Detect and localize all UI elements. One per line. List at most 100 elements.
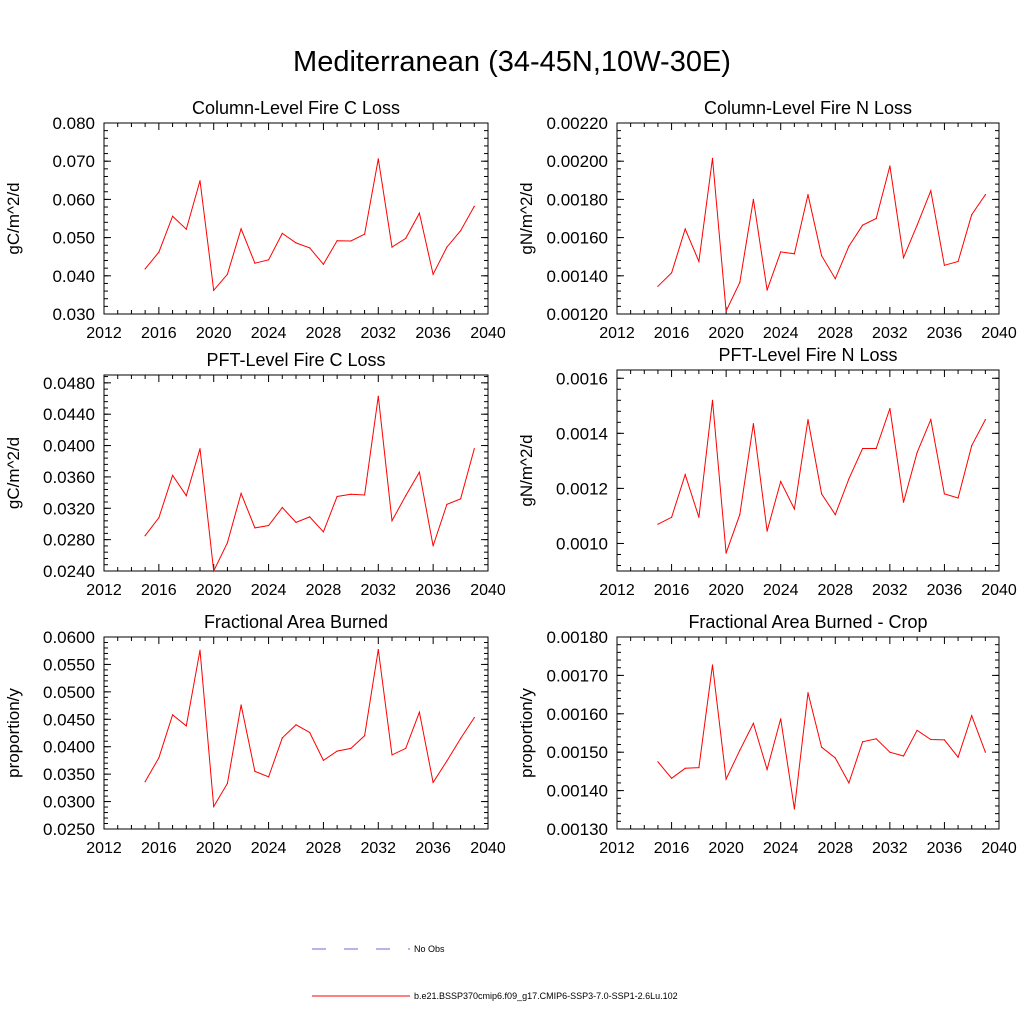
legend-series-label: b.e21.BSSP370cmip6.f09_g17.CMIP6-SSP3-7.… — [414, 991, 678, 1001]
data-point — [916, 224, 918, 226]
x-tick-label: 2040 — [981, 325, 1017, 342]
data-point — [281, 506, 283, 509]
data-point — [889, 165, 891, 167]
x-tick-label: 2032 — [872, 840, 908, 857]
data-point — [889, 407, 891, 410]
data-point — [144, 268, 146, 270]
data-point — [295, 724, 297, 726]
data-point — [309, 247, 311, 249]
y-axis-label: proportion/y — [517, 688, 536, 778]
y-tick-label: 0.00160 — [547, 229, 608, 248]
data-point — [739, 281, 741, 284]
x-tick-label: 2032 — [360, 325, 396, 342]
data-point — [957, 260, 959, 263]
data-point — [446, 246, 448, 248]
data-point — [889, 751, 891, 753]
data-point — [875, 447, 877, 450]
y-tick-label: 0.00170 — [547, 666, 608, 685]
x-tick-label: 2012 — [599, 582, 635, 599]
data-point — [254, 527, 256, 529]
data-point — [711, 157, 714, 159]
data-point — [144, 535, 146, 537]
y-tick-label: 0.0550 — [43, 655, 95, 674]
y-axis-label: gC/m^2/d — [4, 182, 23, 254]
y-tick-label: 0.0480 — [43, 374, 95, 393]
data-point — [834, 278, 836, 280]
plot-frame — [103, 374, 489, 572]
series-line — [144, 396, 475, 573]
data-point — [902, 257, 905, 259]
x-tick-label: 2032 — [360, 840, 396, 857]
data-point — [240, 704, 242, 706]
x-tick-label: 2012 — [86, 325, 122, 342]
data-point — [793, 253, 796, 255]
data-point — [446, 503, 448, 505]
x-tick-label: 2024 — [251, 325, 287, 342]
data-point — [418, 212, 420, 214]
data-point — [405, 495, 407, 497]
x-tick-label: 2032 — [360, 582, 396, 599]
x-tick-label: 2040 — [470, 325, 506, 342]
data-point — [766, 530, 768, 532]
x-tick-label: 2016 — [141, 582, 177, 599]
y-tick-label: 0.0450 — [43, 710, 95, 729]
panel-title: Fractional Area Burned - Crop — [688, 612, 927, 632]
data-point — [684, 767, 686, 769]
y-tick-label: 0.0300 — [43, 793, 95, 812]
data-point — [405, 747, 407, 750]
x-tick-label: 2028 — [817, 582, 853, 599]
data-point — [943, 264, 946, 266]
data-point — [766, 289, 768, 291]
x-tick-label: 2036 — [927, 582, 963, 599]
plot-frame — [616, 636, 1000, 830]
data-point — [875, 738, 877, 740]
data-point — [172, 714, 174, 716]
x-tick-label: 2024 — [251, 582, 287, 599]
data-point — [957, 756, 959, 758]
data-point — [725, 778, 727, 780]
data-point — [268, 776, 270, 778]
y-axis-label: proportion/y — [4, 688, 23, 778]
x-tick-label: 2016 — [141, 325, 177, 342]
data-point — [848, 782, 850, 784]
data-point — [957, 497, 959, 499]
data-point — [657, 285, 659, 287]
data-point — [268, 524, 270, 527]
data-point — [281, 737, 283, 739]
x-tick-label: 2040 — [470, 840, 506, 857]
data-point — [473, 717, 475, 719]
data-point — [930, 738, 932, 741]
data-point — [780, 718, 782, 720]
plot-frame — [616, 122, 1000, 315]
data-point — [350, 240, 352, 242]
data-point — [336, 750, 338, 752]
x-tick-label: 2020 — [196, 582, 232, 599]
data-point — [405, 237, 407, 239]
data-point — [322, 759, 324, 762]
chart-panel-3: 2012 2016 2020 2024 2028 2032 2036 2040 0.0240 0.… — [4, 350, 506, 599]
data-point — [309, 516, 311, 518]
chart-panel-5: 2012 2016 2020 2024 2028 2032 2036 2040 0.0250 0.… — [4, 612, 506, 857]
data-point — [752, 423, 755, 425]
panel-title: PFT-Level Fire C Loss — [206, 350, 385, 370]
y-tick-label: 0.0280 — [43, 531, 95, 550]
data-point — [752, 198, 755, 200]
x-tick-label: 2036 — [927, 325, 963, 342]
panel-title: Fractional Area Burned — [204, 612, 388, 632]
x-tick-label: 2028 — [817, 840, 853, 857]
plot-frame — [616, 369, 1000, 572]
data-point — [657, 523, 659, 525]
data-point — [916, 452, 918, 454]
data-point — [780, 251, 782, 253]
data-point — [473, 205, 475, 207]
data-point — [943, 739, 946, 741]
panel-title: Column-Level Fire N Loss — [704, 98, 912, 118]
data-point — [254, 770, 256, 773]
y-tick-label: 0.00140 — [547, 782, 608, 801]
y-axis-label: gC/m^2/d — [4, 437, 23, 509]
data-point — [862, 447, 864, 450]
data-point — [309, 731, 311, 734]
y-axis-label: gN/m^2/d — [517, 434, 536, 506]
data-point — [725, 310, 727, 312]
data-point — [295, 242, 297, 244]
